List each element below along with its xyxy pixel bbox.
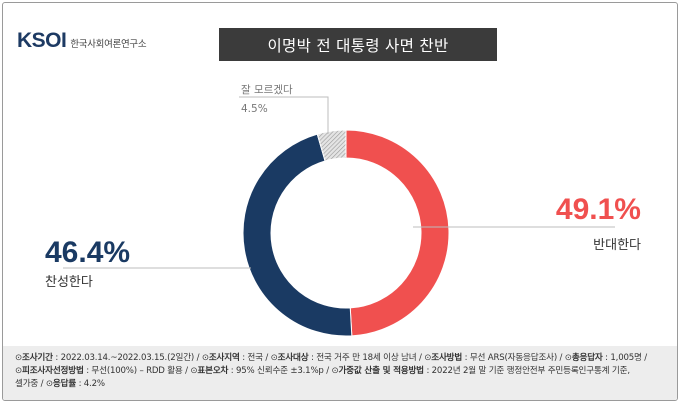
footnote-line-2: ⊙피조사자선정방법 : 무선(100%) – RDD 활용 / ⊙표본오차 : … bbox=[15, 365, 667, 378]
footnote-line-3: 셀가중 / ⊙응답률 : 4.2% bbox=[15, 378, 667, 391]
oppose-label: 반대한다 bbox=[593, 238, 641, 253]
support-label: 찬성한다 bbox=[45, 275, 93, 290]
region-label: 조사지역 bbox=[208, 353, 240, 363]
footnote-line-1: ⊙조사기간 : 2022.03.14.~2022.03.15.(2일간) / ⊙… bbox=[15, 352, 667, 365]
bullet-icon: ⊙ bbox=[331, 366, 339, 376]
ksoi-logo: KSOI 한국사회여론연구소 bbox=[17, 29, 147, 53]
period-value: : 2022.03.14.~2022.03.15.(2일간) / bbox=[52, 353, 202, 363]
donut-chart bbox=[63, 96, 615, 337]
weight-value-cont: 셀가중 / bbox=[15, 379, 46, 389]
sampling-value: : 무선(100%) – RDD 활용 / bbox=[83, 366, 191, 376]
bullet-icon: ⊙ bbox=[201, 353, 209, 363]
respondents-value: : 1,005명 / bbox=[602, 353, 647, 363]
donut-slice-oppose bbox=[345, 129, 450, 337]
response-label: 응답률 bbox=[52, 379, 77, 389]
respondents-label: 총응답자 bbox=[571, 353, 603, 363]
org-name: 한국사회여론연구소 bbox=[70, 38, 147, 50]
bullet-icon: ⊙ bbox=[424, 353, 432, 363]
donut-slice-support bbox=[242, 133, 353, 337]
dontknow-leader-line bbox=[239, 96, 329, 134]
bullet-icon: ⊙ bbox=[270, 353, 278, 363]
region-value: : 전국 / bbox=[239, 353, 271, 363]
error-label: 표본오차 bbox=[197, 366, 229, 376]
bullet-icon: ⊙ bbox=[15, 353, 23, 363]
support-percentage: 46.4% bbox=[45, 236, 131, 269]
chart-title: 이명박 전 대통령 사면 찬반 bbox=[267, 36, 449, 55]
bullet-icon: ⊙ bbox=[15, 366, 23, 376]
bullet-icon: ⊙ bbox=[190, 366, 198, 376]
bullet-icon: ⊙ bbox=[564, 353, 572, 363]
weight-label: 가중값 산출 및 적용방법 bbox=[338, 366, 424, 376]
logo-mark: KSOI bbox=[17, 29, 67, 52]
chart-title-box: 이명박 전 대통령 사면 찬반 bbox=[219, 28, 497, 61]
dontknow-percentage: 4.5% bbox=[241, 103, 268, 115]
period-label: 조사기간 bbox=[22, 353, 53, 363]
survey-footnote: ⊙조사기간 : 2022.03.14.~2022.03.15.(2일간) / ⊙… bbox=[3, 346, 677, 400]
target-label: 조사대상 bbox=[277, 353, 309, 363]
method-label: 조사방법 bbox=[431, 353, 463, 363]
donut-slice-dontknow bbox=[316, 129, 347, 162]
sampling-label: 피조사자선정방법 bbox=[22, 366, 84, 376]
oppose-percentage: 49.1% bbox=[555, 193, 641, 226]
method-value: : 무선 ARS(자동응답조사) / bbox=[462, 353, 565, 363]
dontknow-label: 잘 모르겠다 bbox=[241, 84, 293, 96]
target-value: : 전국 거주 만 18세 이상 남녀 / bbox=[308, 353, 425, 363]
response-value: : 4.2% bbox=[76, 379, 105, 389]
error-value: : 95% 신뢰수준 ±3.1%p / bbox=[228, 366, 332, 376]
weight-value: : 2022년 2월 말 기준 행정안전부 주민등록인구통계 기준, bbox=[423, 366, 630, 376]
bullet-icon: ⊙ bbox=[45, 379, 53, 389]
